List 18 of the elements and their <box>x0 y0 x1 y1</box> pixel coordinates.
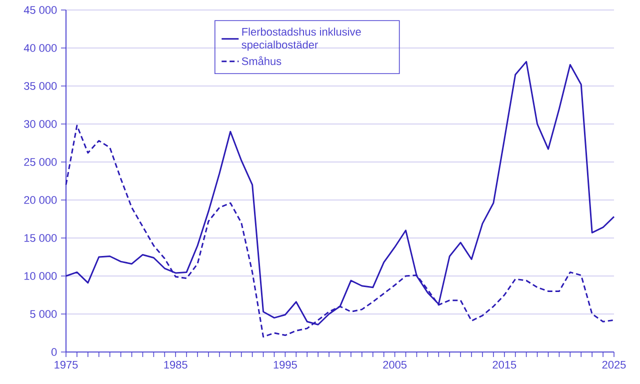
y-tick-label: 40 000 <box>24 44 57 52</box>
y-tick-label: 0 <box>51 348 57 356</box>
y-tick-label: 45 000 <box>24 6 57 14</box>
y-tick-label: 30 000 <box>24 120 57 128</box>
x-tick-label: 1975 <box>54 360 78 369</box>
legend-label: Småhus <box>242 56 282 66</box>
x-tick-label: 2005 <box>383 360 407 369</box>
x-tick-label: 2025 <box>602 360 626 369</box>
y-tick-label: 25 000 <box>24 158 57 166</box>
y-tick-label: 10 000 <box>24 272 57 280</box>
x-tick-label: 2015 <box>492 360 516 369</box>
x-tick-label: 1995 <box>274 360 297 369</box>
x-tick-label: 1985 <box>164 360 188 369</box>
y-tick-label: 15 000 <box>24 234 57 242</box>
y-tick-label: 35 000 <box>24 82 57 90</box>
y-tick-label: 20 000 <box>24 196 57 204</box>
y-tick-label: 5 000 <box>30 310 57 318</box>
legend-label: Flerbostadshus inklusive specialbostäder <box>242 28 361 51</box>
